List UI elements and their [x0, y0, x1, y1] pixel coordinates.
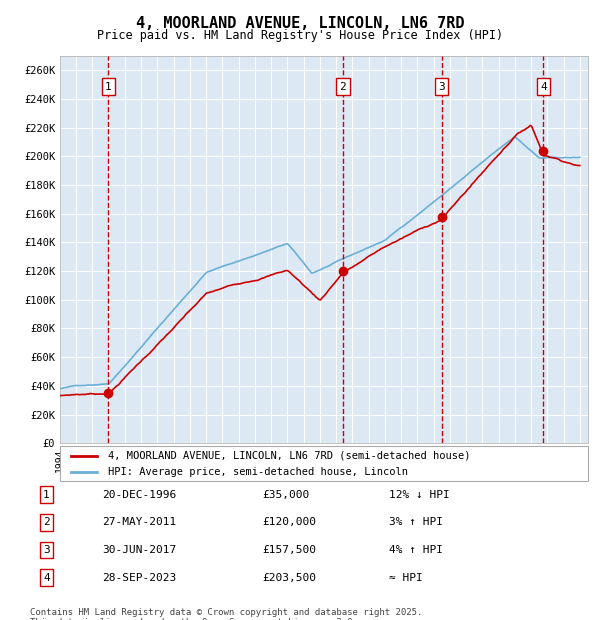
- Text: £35,000: £35,000: [262, 490, 309, 500]
- Text: HPI: Average price, semi-detached house, Lincoln: HPI: Average price, semi-detached house,…: [107, 467, 407, 477]
- Text: 27-MAY-2011: 27-MAY-2011: [102, 517, 176, 528]
- Text: 4, MOORLAND AVENUE, LINCOLN, LN6 7RD: 4, MOORLAND AVENUE, LINCOLN, LN6 7RD: [136, 16, 464, 30]
- Text: £203,500: £203,500: [262, 572, 316, 583]
- Text: 1: 1: [43, 490, 50, 500]
- Text: 2: 2: [43, 517, 50, 528]
- Text: 12% ↓ HPI: 12% ↓ HPI: [389, 490, 449, 500]
- Text: 4% ↑ HPI: 4% ↑ HPI: [389, 545, 443, 555]
- Text: 4: 4: [540, 82, 547, 92]
- Text: 3% ↑ HPI: 3% ↑ HPI: [389, 517, 443, 528]
- Text: £120,000: £120,000: [262, 517, 316, 528]
- Text: 28-SEP-2023: 28-SEP-2023: [102, 572, 176, 583]
- Text: 2: 2: [340, 82, 346, 92]
- Text: Price paid vs. HM Land Registry's House Price Index (HPI): Price paid vs. HM Land Registry's House …: [97, 29, 503, 42]
- FancyBboxPatch shape: [60, 446, 588, 480]
- Text: 1: 1: [105, 82, 112, 92]
- Text: 4: 4: [43, 572, 50, 583]
- Text: 3: 3: [43, 545, 50, 555]
- Text: Contains HM Land Registry data © Crown copyright and database right 2025.
This d: Contains HM Land Registry data © Crown c…: [30, 608, 422, 620]
- Text: ≈ HPI: ≈ HPI: [389, 572, 422, 583]
- Text: 4, MOORLAND AVENUE, LINCOLN, LN6 7RD (semi-detached house): 4, MOORLAND AVENUE, LINCOLN, LN6 7RD (se…: [107, 451, 470, 461]
- Text: £157,500: £157,500: [262, 545, 316, 555]
- Text: 3: 3: [439, 82, 445, 92]
- Text: 20-DEC-1996: 20-DEC-1996: [102, 490, 176, 500]
- Text: 30-JUN-2017: 30-JUN-2017: [102, 545, 176, 555]
